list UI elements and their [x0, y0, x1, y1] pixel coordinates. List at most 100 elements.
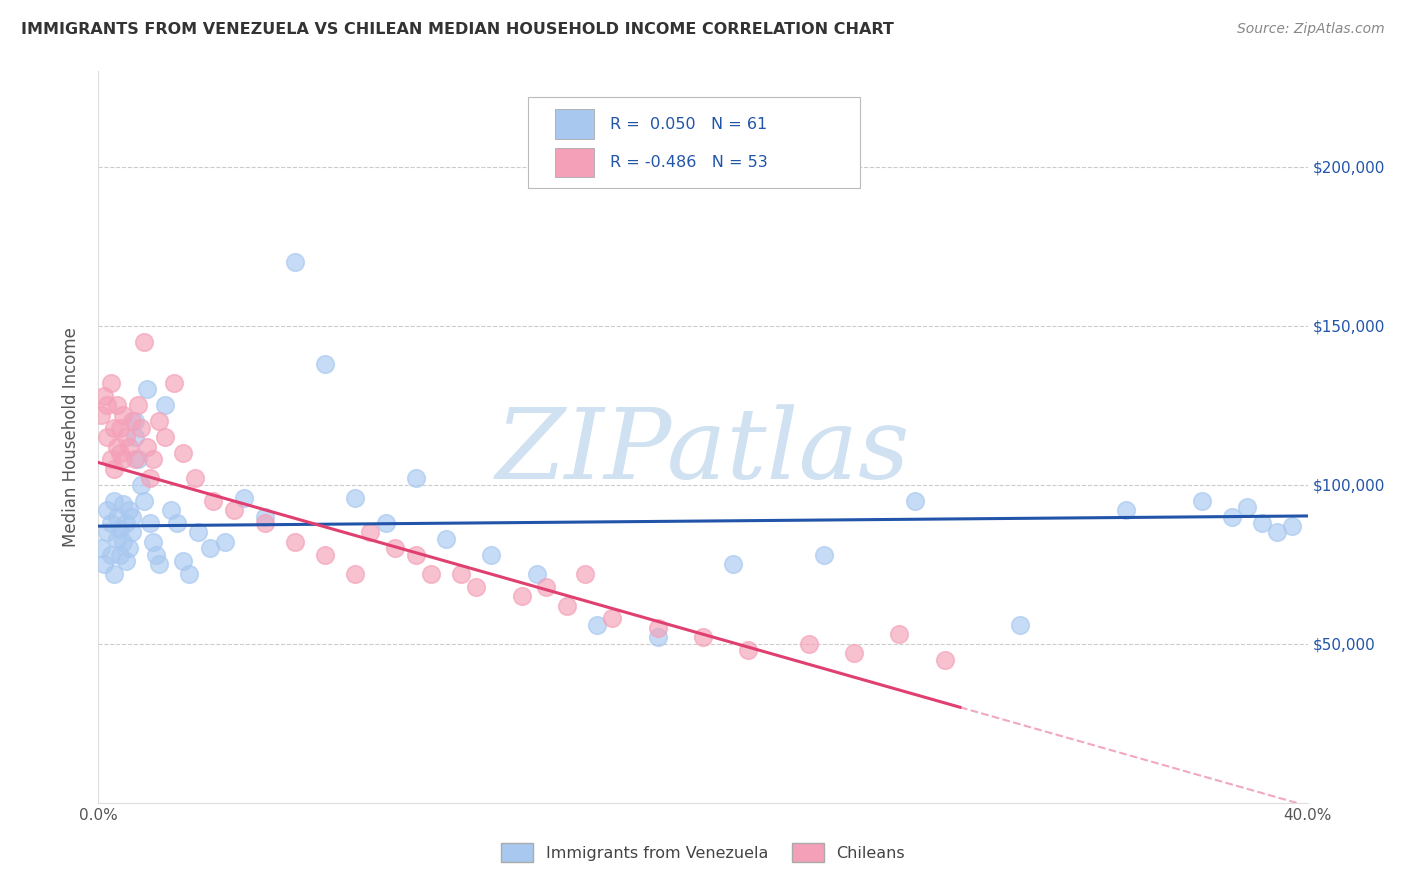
Point [172, 446, 194, 460]
Point [105, 398, 128, 412]
Point [114, 554, 136, 568]
Point [148, 558, 170, 572]
Point [108, 446, 131, 460]
Point [1267, 525, 1289, 540]
Point [692, 631, 714, 645]
FancyBboxPatch shape [527, 97, 860, 188]
Point [121, 414, 143, 428]
Point [1281, 519, 1303, 533]
Point [420, 566, 443, 581]
Point [344, 566, 367, 581]
Point [105, 509, 128, 524]
Point [374, 516, 396, 530]
Point [1115, 503, 1137, 517]
Point [797, 637, 820, 651]
Point [118, 440, 141, 454]
Point [100, 548, 122, 562]
Point [184, 471, 207, 485]
Point [405, 548, 427, 562]
Point [148, 414, 170, 428]
Point [153, 398, 176, 412]
Point [103, 420, 125, 434]
Point [90, 408, 112, 422]
Point [105, 532, 128, 546]
Point [450, 566, 472, 581]
Point [232, 491, 254, 505]
Point [142, 452, 165, 467]
Point [360, 525, 382, 540]
Text: R = -0.486   N = 53: R = -0.486 N = 53 [610, 155, 768, 170]
Point [124, 430, 146, 444]
Point [124, 414, 146, 428]
Point [224, 503, 246, 517]
Point [124, 452, 146, 467]
Point [111, 497, 134, 511]
Point [100, 376, 122, 390]
Point [510, 589, 533, 603]
Point [100, 516, 122, 530]
Point [114, 516, 136, 530]
Point [202, 493, 225, 508]
Point [214, 535, 236, 549]
Point [647, 631, 669, 645]
Text: R =  0.050   N = 61: R = 0.050 N = 61 [610, 117, 768, 131]
Point [132, 493, 155, 508]
Point [142, 535, 165, 549]
Point [526, 566, 548, 581]
Point [1220, 509, 1243, 524]
Point [153, 430, 176, 444]
Point [179, 566, 201, 581]
FancyBboxPatch shape [555, 148, 595, 178]
Point [93, 389, 115, 403]
Point [434, 532, 457, 546]
Point [96, 525, 118, 540]
Point [200, 541, 222, 556]
Point [135, 383, 157, 397]
Point [111, 452, 134, 467]
Point [108, 548, 131, 562]
Point [103, 566, 125, 581]
Point [555, 599, 578, 613]
Point [723, 558, 745, 572]
Point [284, 255, 307, 269]
Y-axis label: Median Household Income: Median Household Income [62, 327, 80, 547]
Point [284, 535, 307, 549]
Point [129, 477, 152, 491]
Point [1191, 493, 1213, 508]
Text: ZIPatlas: ZIPatlas [496, 404, 910, 500]
Point [139, 516, 162, 530]
Point [187, 525, 209, 540]
Text: IMMIGRANTS FROM VENEZUELA VS CHILEAN MEDIAN HOUSEHOLD INCOME CORRELATION CHART: IMMIGRANTS FROM VENEZUELA VS CHILEAN MED… [21, 22, 894, 37]
Point [103, 462, 125, 476]
Point [934, 653, 956, 667]
Point [534, 580, 557, 594]
FancyBboxPatch shape [555, 110, 595, 138]
Point [172, 554, 194, 568]
Point [145, 548, 167, 562]
Text: Source: ZipAtlas.com: Source: ZipAtlas.com [1237, 22, 1385, 37]
Point [163, 376, 186, 390]
Point [160, 503, 183, 517]
Point [96, 430, 118, 444]
Point [105, 440, 128, 454]
Point [118, 503, 141, 517]
Point [139, 471, 162, 485]
Point [586, 617, 609, 632]
Point [647, 621, 669, 635]
Point [114, 430, 136, 444]
Point [103, 493, 125, 508]
Point [1236, 500, 1258, 514]
Point [132, 334, 155, 349]
Point [904, 493, 927, 508]
Point [108, 420, 131, 434]
Point [737, 643, 759, 657]
Point [118, 541, 141, 556]
Point [121, 525, 143, 540]
Point [465, 580, 488, 594]
Point [166, 516, 188, 530]
Point [100, 452, 122, 467]
Point [127, 398, 149, 412]
Point [813, 548, 835, 562]
Point [574, 566, 596, 581]
Point [121, 509, 143, 524]
